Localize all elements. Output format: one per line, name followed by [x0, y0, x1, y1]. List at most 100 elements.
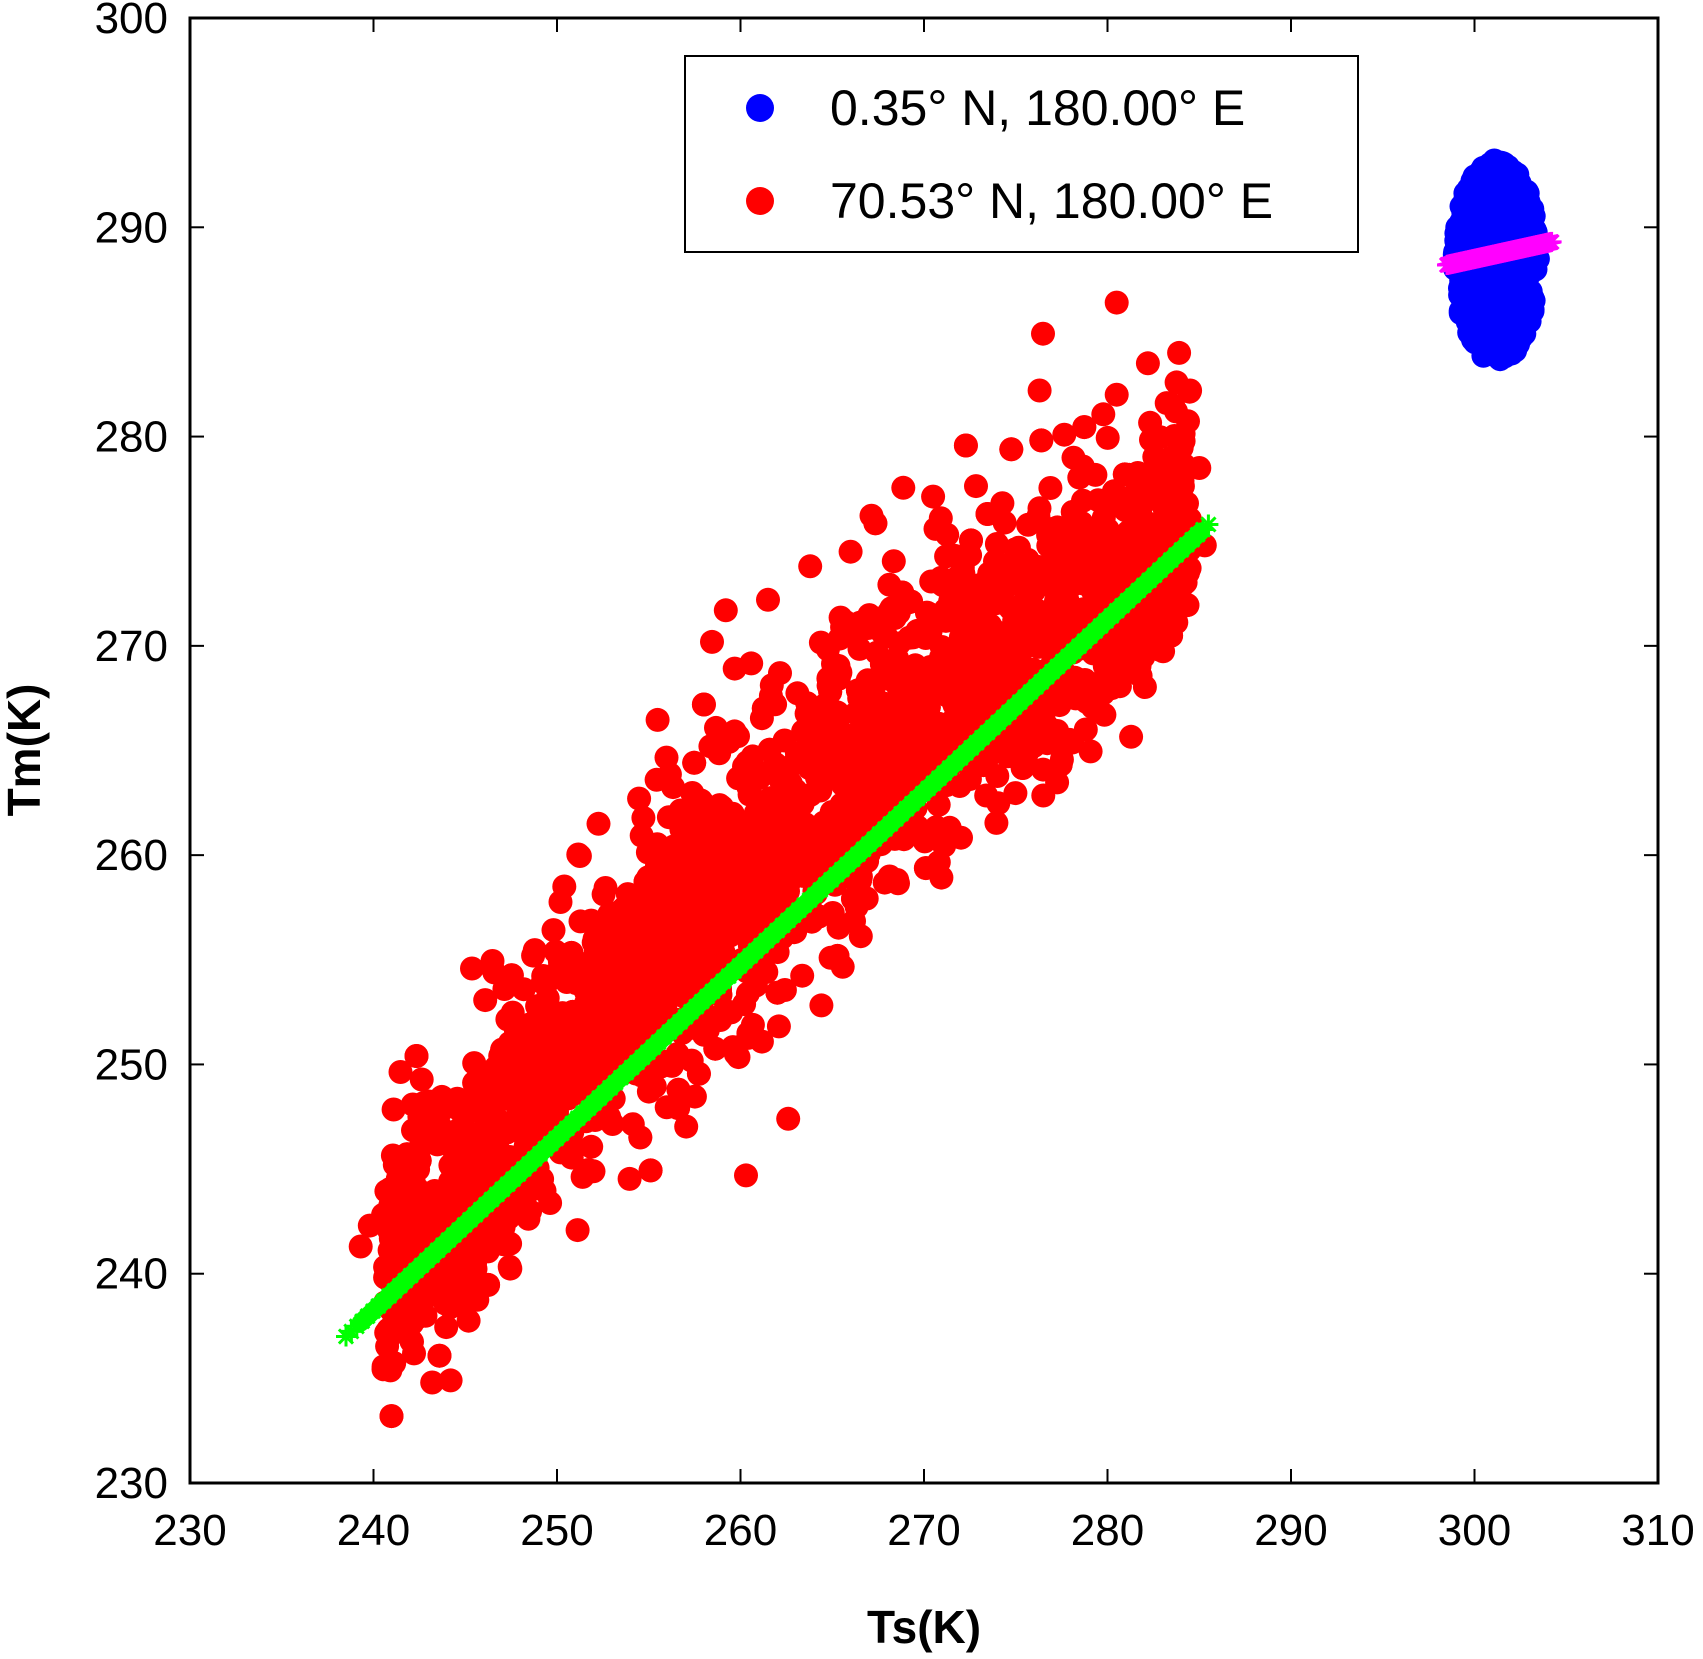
y-tick-label: 230 [95, 1459, 168, 1508]
data-point-arctic [1024, 720, 1049, 745]
data-point-arctic [1117, 462, 1142, 487]
x-tick-label: 260 [704, 1506, 777, 1555]
data-point-arctic [487, 1109, 512, 1134]
data-point-equatorial [1474, 213, 1499, 238]
data-point-arctic [586, 811, 611, 836]
data-point-arctic [579, 1134, 604, 1159]
data-point-arctic [473, 988, 498, 1013]
data-point-equatorial [1514, 278, 1539, 303]
data-point-arctic [766, 1014, 791, 1039]
data-point-arctic [378, 1358, 403, 1383]
data-point-arctic [666, 1096, 691, 1120]
y-axis-title: Tm(K) [0, 684, 50, 817]
data-point-arctic [717, 729, 741, 754]
data-point-arctic [1119, 724, 1144, 749]
data-point-arctic [565, 1218, 590, 1243]
data-point-arctic [1153, 586, 1178, 611]
data-point-arctic [735, 981, 760, 1006]
x-tick-label: 270 [887, 1506, 960, 1555]
x-axis-title: Ts(K) [867, 1601, 981, 1653]
data-point-arctic [873, 767, 898, 792]
data-point-arctic [1080, 566, 1105, 591]
data-point-arctic [658, 863, 682, 888]
data-point-arctic [1014, 559, 1039, 583]
data-point-arctic [674, 1114, 699, 1139]
data-point-arctic [845, 678, 870, 703]
data-point-arctic-outlier [420, 1370, 445, 1395]
data-point-arctic-outlier [734, 1163, 758, 1188]
data-point-arctic [710, 817, 735, 842]
data-point-arctic [418, 1181, 443, 1206]
data-point-arctic [484, 1055, 509, 1080]
data-point-arctic [894, 766, 919, 791]
data-point-arctic-outlier [798, 554, 823, 579]
y-tick-label: 290 [95, 203, 168, 252]
data-point-arctic [1045, 586, 1070, 611]
data-point-arctic [1043, 729, 1068, 754]
data-point-arctic [376, 1317, 401, 1342]
data-point-arctic [593, 876, 618, 900]
data-point-arctic [839, 767, 864, 792]
data-point-arctic [666, 921, 691, 946]
data-point-arctic [488, 1087, 513, 1112]
data-point-arctic [1078, 739, 1103, 764]
data-point-equatorial [1488, 325, 1512, 350]
data-point-arctic [409, 1067, 434, 1092]
data-point-arctic [857, 698, 882, 723]
data-point-arctic [1152, 526, 1177, 551]
data-point-arctic [1078, 681, 1102, 706]
x-tick-label: 230 [153, 1506, 226, 1555]
data-point-arctic [1003, 537, 1028, 562]
data-point-arctic [977, 561, 1002, 586]
data-point-arctic [877, 864, 902, 889]
data-point-arctic [631, 902, 655, 927]
y-tick-label: 270 [95, 622, 168, 671]
x-tick-label: 280 [1071, 1506, 1144, 1555]
data-point-arctic [917, 601, 942, 626]
data-point-arctic-outlier [348, 1234, 373, 1259]
data-point-arctic [712, 898, 737, 923]
data-point-arctic [1091, 402, 1116, 427]
legend: 0.35° N, 180.00° E 70.53° N, 180.00° E [684, 55, 1359, 253]
data-point-arctic [1000, 641, 1025, 666]
data-point-arctic [1072, 415, 1097, 440]
data-point-arctic [691, 692, 716, 717]
data-point-arctic [838, 618, 863, 643]
data-point-arctic [617, 1166, 642, 1191]
data-point-arctic [740, 1012, 765, 1037]
data-point-arctic [808, 630, 833, 655]
y-tick-label: 240 [95, 1250, 168, 1299]
data-point-arctic [974, 783, 999, 808]
data-point-arctic [785, 681, 810, 706]
data-point-arctic [592, 1017, 617, 1042]
data-point-arctic [408, 1135, 433, 1160]
x-tick-label: 310 [1621, 1506, 1694, 1555]
data-point-arctic-outlier [838, 539, 863, 564]
data-point-arctic [424, 1088, 449, 1113]
data-point-arctic [1103, 570, 1128, 594]
data-point-arctic [841, 886, 865, 911]
data-point-arctic [1161, 393, 1185, 418]
data-point-arctic [1138, 637, 1162, 662]
data-point-arctic [1171, 421, 1196, 446]
data-point-arctic-outlier [1167, 340, 1192, 365]
data-point-arctic [644, 767, 669, 792]
data-point-equatorial [1488, 150, 1513, 175]
data-point-arctic [809, 993, 834, 1018]
data-point-arctic [913, 626, 938, 650]
data-point-arctic [1014, 599, 1039, 624]
data-point-arctic [999, 437, 1024, 462]
data-point-arctic [811, 765, 836, 790]
data-point-arctic [633, 869, 658, 894]
data-point-arctic [928, 506, 953, 531]
x-tick-label: 250 [520, 1506, 593, 1555]
data-point-arctic [442, 1160, 467, 1185]
data-point-arctic [631, 805, 656, 830]
legend-box [684, 55, 1359, 253]
data-point-arctic [791, 828, 816, 852]
y-tick-label: 300 [95, 0, 168, 43]
data-point-arctic [647, 840, 671, 865]
data-point-arctic [577, 993, 602, 1018]
legend-marker-equatorial [746, 94, 774, 122]
data-point-arctic [497, 1254, 522, 1279]
